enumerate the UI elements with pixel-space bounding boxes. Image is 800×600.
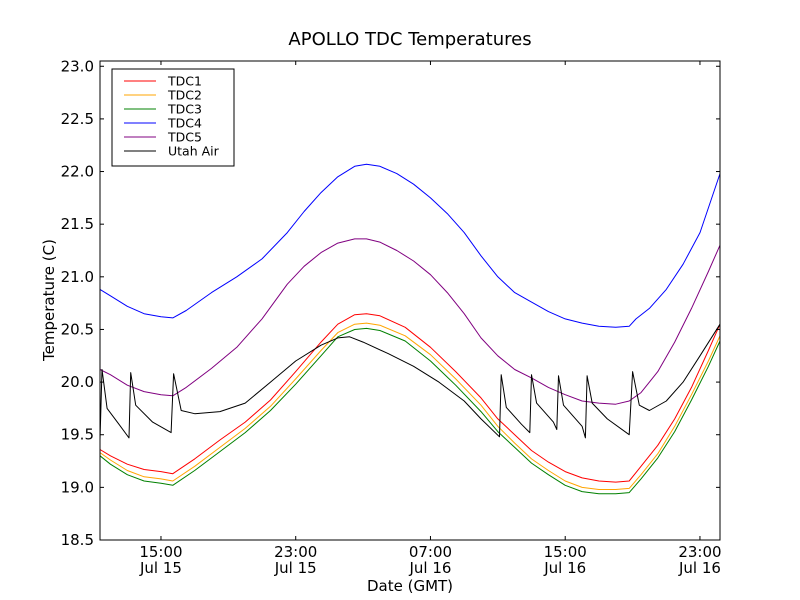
- x-tick-label-date: Jul 16: [408, 559, 451, 577]
- series-line-tdc3: [99, 327, 721, 495]
- x-tick-label-time: 15:00: [544, 543, 587, 561]
- y-tick-label: 19.0: [61, 478, 94, 496]
- plot-frame: [99, 60, 721, 541]
- ticks-layer: 18.5 19.0 19.5 20.0 20.5 21.0 21.5 22.0 22.5 23.0…: [61, 57, 722, 577]
- legend-label-tdc1: TDC1: [167, 74, 202, 89]
- x-tick-label-date: Jul 15: [139, 559, 182, 577]
- legend-label-tdc4: TDC4: [167, 116, 202, 131]
- x-tick-label-time: 07:00: [409, 543, 452, 561]
- y-tick-label: 20.0: [61, 373, 94, 391]
- legend-label-tdc3: TDC3: [167, 102, 202, 117]
- y-tick-label: 22.0: [61, 163, 94, 181]
- x-tick-label-date: Jul 16: [543, 559, 586, 577]
- legend-box: [111, 68, 235, 167]
- legend-label-utah-air: Utah Air: [168, 144, 220, 159]
- y-tick-label: 21.0: [61, 268, 94, 286]
- x-tick-label-time: 15:00: [139, 543, 182, 561]
- series-line-tdc4: [99, 163, 721, 328]
- legend-label-tdc5: TDC5: [167, 130, 202, 145]
- series-line-tdc1: [99, 313, 721, 483]
- series-line-tdc2: [99, 322, 721, 490]
- x-tick-label-date: Jul 15: [274, 559, 317, 577]
- y-axis-label: Temperature (C): [40, 239, 58, 362]
- y-tick-label: 23.0: [61, 57, 94, 75]
- x-axis-label: Date (GMT): [367, 577, 453, 595]
- series-line-tdc5: [99, 238, 721, 405]
- y-tick-label: 18.5: [61, 531, 94, 549]
- legend-label-tdc2: TDC2: [167, 88, 202, 103]
- x-tick-label-time: 23:00: [678, 543, 721, 561]
- y-tick-label: 20.5: [61, 320, 94, 338]
- series-line-utah-air: [99, 323, 721, 441]
- y-tick-label: 21.5: [61, 215, 94, 233]
- series-layer: [99, 163, 721, 495]
- y-tick-label: 22.5: [61, 110, 94, 128]
- x-tick-label-time: 23:00: [274, 543, 317, 561]
- chart-title: APOLLO TDC Temperatures: [288, 29, 531, 50]
- y-tick-label: 19.5: [61, 426, 94, 444]
- x-tick-label-date: Jul 16: [678, 559, 721, 577]
